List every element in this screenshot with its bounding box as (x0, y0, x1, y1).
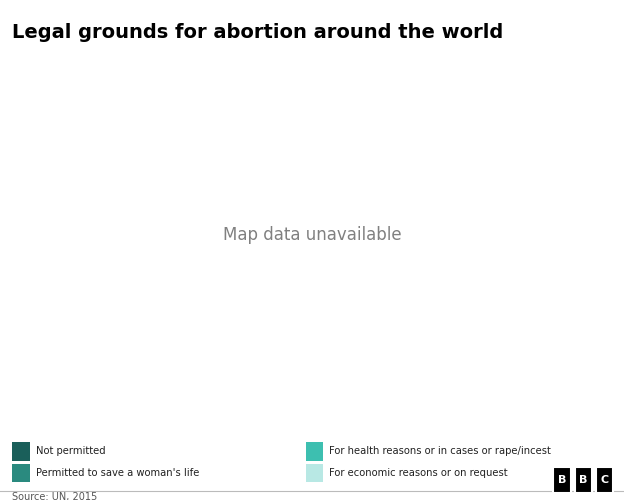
Text: Legal grounds for abortion around the world: Legal grounds for abortion around the wo… (12, 22, 504, 42)
Text: B: B (579, 475, 587, 485)
Bar (12, 442, 30, 461)
Text: Permitted to save a woman's life: Permitted to save a woman's life (36, 468, 200, 478)
Bar (596, 467, 613, 493)
Text: Map data unavailable: Map data unavailable (223, 226, 401, 244)
Bar (12, 464, 30, 482)
Text: B: B (558, 475, 566, 485)
Bar (575, 467, 592, 493)
Text: Source: UN, 2015: Source: UN, 2015 (12, 492, 98, 500)
Text: C: C (600, 475, 608, 485)
Bar (306, 464, 323, 482)
Bar (306, 442, 323, 461)
Text: For economic reasons or on request: For economic reasons or on request (329, 468, 508, 478)
Text: Not permitted: Not permitted (36, 446, 106, 456)
Text: For health reasons or in cases or rape/incest: For health reasons or in cases or rape/i… (329, 446, 552, 456)
Bar (553, 467, 570, 493)
